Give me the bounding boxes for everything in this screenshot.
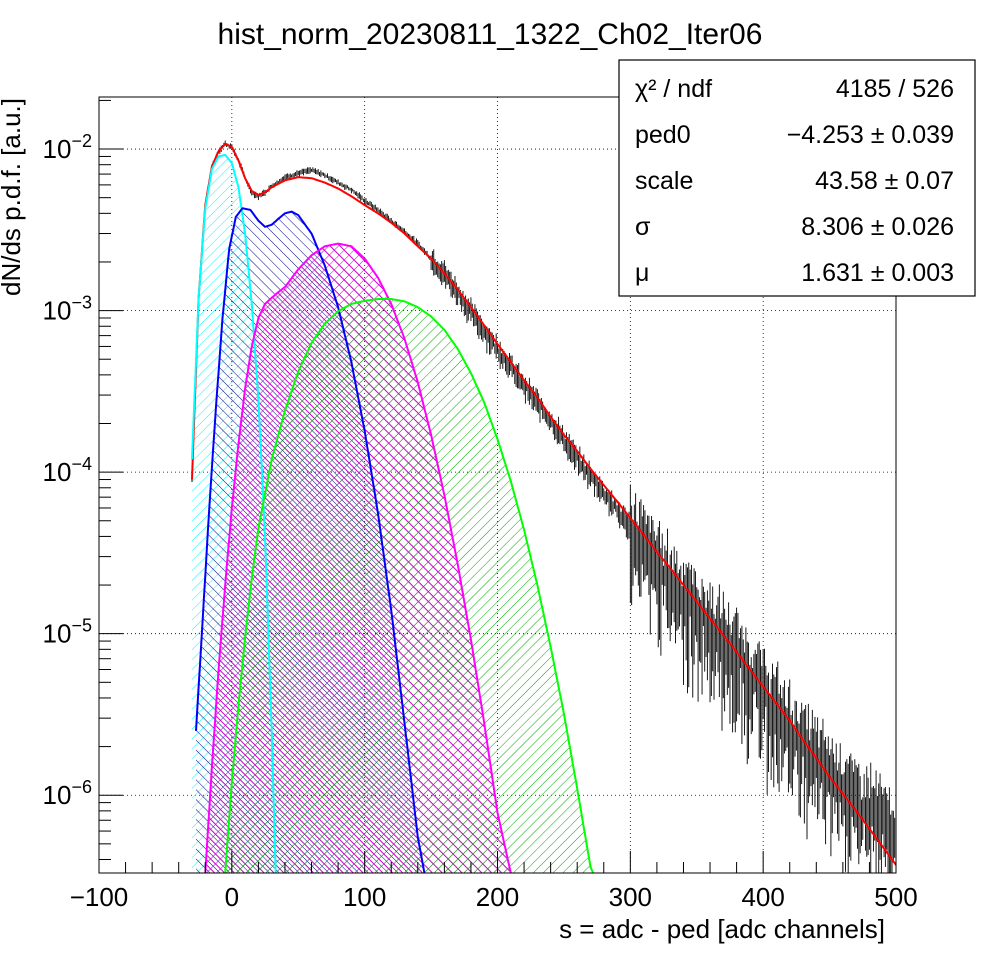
component-line-2 [191,153,277,873]
x-tick-label: 400 [741,882,784,912]
stats-value: 4185 / 526 [836,75,954,103]
component-fills [191,154,594,873]
y-tick-label: 10−3 [43,293,92,326]
x-tick-label: 300 [609,882,652,912]
y-tick-label: 10−4 [43,454,92,487]
x-tick-label: 200 [476,882,519,912]
stats-value: 1.631 ± 0.003 [801,259,954,287]
x-axis-label: s = adc - ped [adc channels] [559,914,885,944]
total-fit-line [191,142,896,866]
stats-label: χ² / ndf [635,75,712,103]
axis-ticks [98,99,897,873]
x-tick-labels: −100 0 100 200 300 400 500 [70,882,918,912]
component-line-3 [195,207,426,873]
stats-label: μ [635,259,649,287]
component-fill-5 [225,299,594,873]
y-tick-label: 10−6 [43,777,92,810]
series-lines [191,140,896,873]
y-tick-labels: 10−2 10−3 10−4 10−5 10−6 [43,131,92,810]
stats-label: σ [635,213,651,241]
stats-value: −4.253 ± 0.039 [787,121,954,149]
stats-box: χ² / ndf 4185 / 526 ped0 −4.253 ± 0.039 scal… [618,59,976,297]
y-tick-label: 10−5 [43,616,92,649]
x-tick-label: −100 [70,882,129,912]
x-tick-label: 0 [225,882,239,912]
stats-label: ped0 [635,121,691,149]
x-tick-label: 500 [874,882,917,912]
component-line-4 [204,242,512,873]
component-line-5 [224,298,595,873]
chart-title: hist_norm_20230811_1322_Ch02_Iter06 [218,18,763,51]
y-axis-label: dN/ds p.d.f. [a.u.] [0,98,26,296]
y-tick-label: 10−2 [43,131,92,164]
stats-label: scale [635,167,693,195]
x-tick-label: 100 [343,882,386,912]
stats-value: 43.58 ± 0.07 [815,167,954,195]
stats-value: 8.306 ± 0.026 [801,213,954,241]
